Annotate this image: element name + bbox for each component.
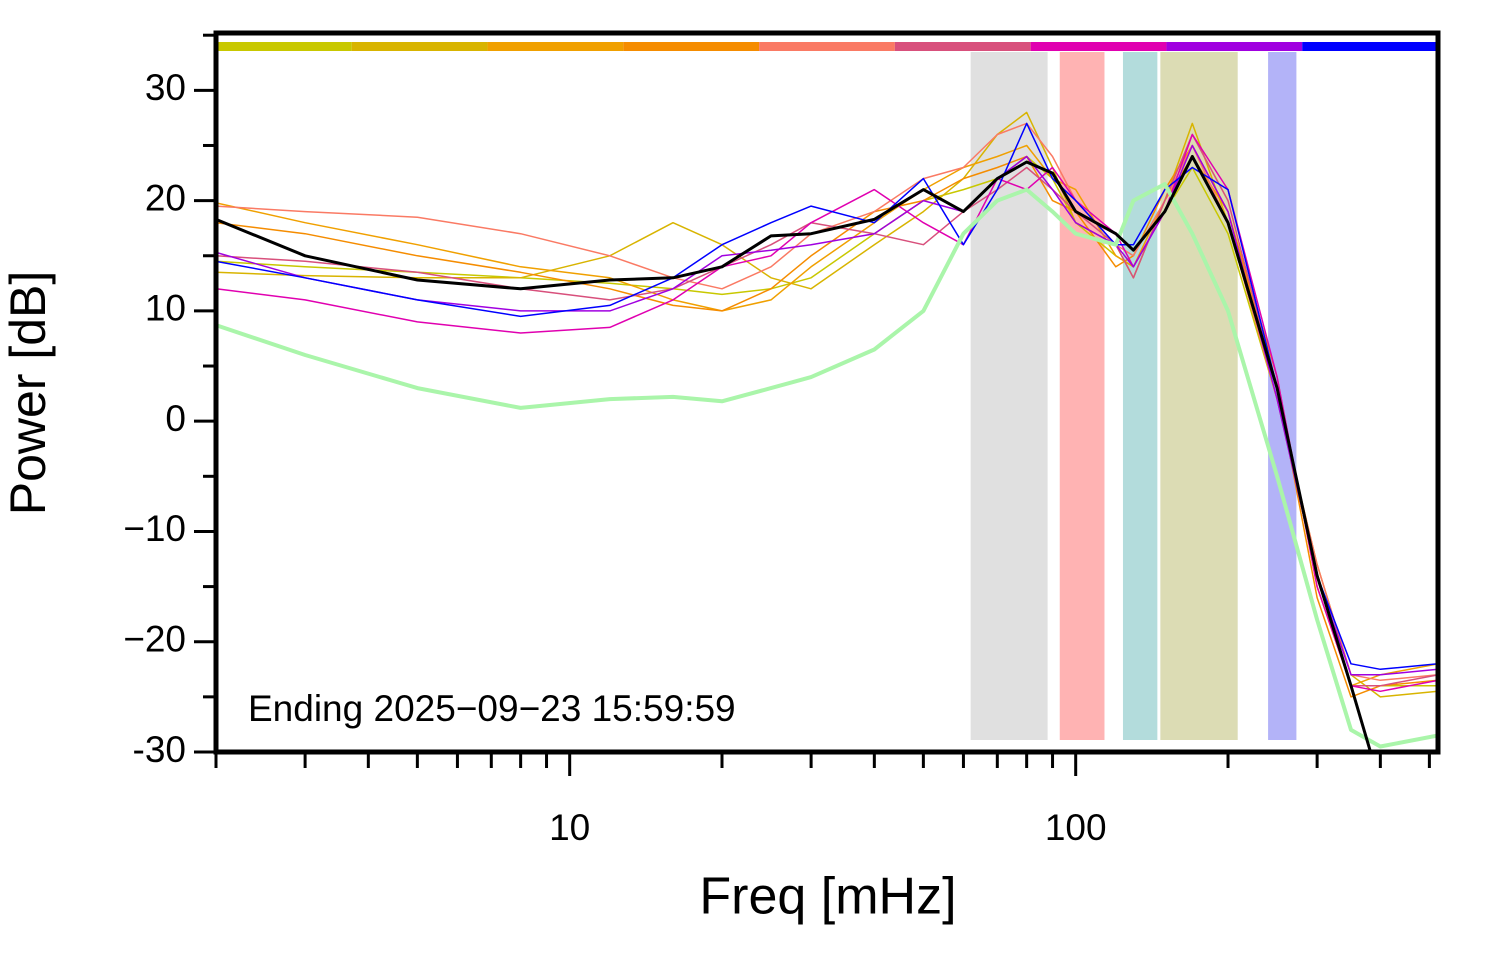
plot-frame xyxy=(213,30,1441,755)
bands xyxy=(970,52,1297,740)
series-line xyxy=(216,133,1438,687)
series-line xyxy=(216,133,1438,693)
color-strip xyxy=(759,42,895,51)
y-tick-label: 10 xyxy=(145,288,186,329)
y-tick-label: -30 xyxy=(133,729,186,770)
series-line xyxy=(216,122,1438,671)
x-tick-label: 10 xyxy=(549,807,590,848)
series-line xyxy=(216,144,1438,687)
band xyxy=(1160,52,1238,740)
series-line xyxy=(216,182,1438,749)
color-strip xyxy=(487,42,624,51)
x-tick-label: 100 xyxy=(1045,807,1107,848)
color-strip xyxy=(351,42,488,51)
lines xyxy=(216,111,1438,752)
y-tick-label: −20 xyxy=(123,619,186,660)
y-tick-label: −10 xyxy=(123,508,186,549)
color-strip xyxy=(216,42,352,51)
color-strip xyxy=(1166,42,1303,51)
series-line xyxy=(216,155,1373,752)
series-line xyxy=(216,144,1438,676)
axes: -30 −20 −10 0 10 20 30 10 100 xyxy=(123,30,1441,848)
y-tick-label: 0 xyxy=(165,398,186,439)
x-axis-label: Freq [mHz] xyxy=(699,868,956,926)
annotation: Ending 2025−09−23 15:59:59 xyxy=(248,688,736,729)
y-tick-label: 20 xyxy=(145,177,186,218)
y-axis-label: Power [dB] xyxy=(0,271,56,516)
color-strip xyxy=(894,42,1031,51)
color-strip xyxy=(623,42,760,51)
color-strip xyxy=(1030,42,1167,51)
y-tick-label: 30 xyxy=(145,67,186,108)
series-line xyxy=(216,155,1438,687)
color-strip xyxy=(1302,42,1438,51)
band xyxy=(1059,52,1105,740)
band xyxy=(1268,52,1297,740)
band xyxy=(1122,52,1158,740)
